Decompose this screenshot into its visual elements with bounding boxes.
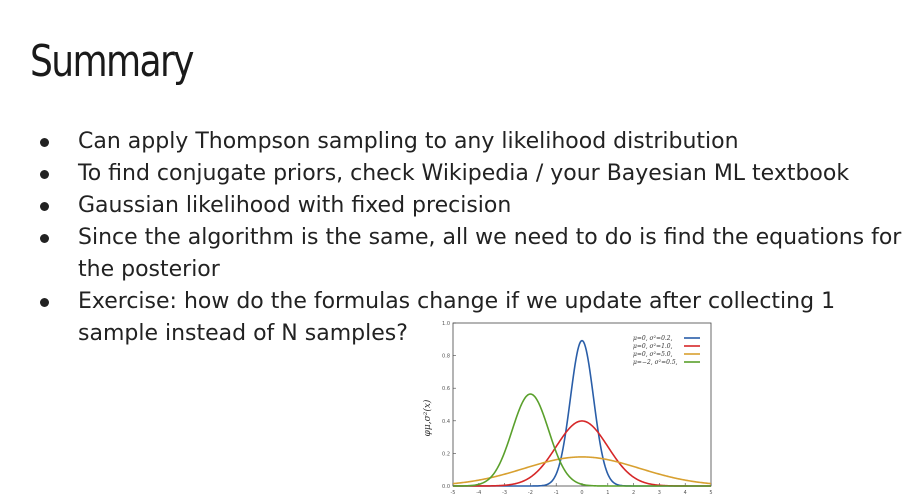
series-line-2 [452,456,712,485]
legend-label: μ=−2, σ²=0.5, [633,359,678,366]
y-axis-label: φμ,σ²(x) [422,399,433,436]
bullet-item: To find conjugate priors, check Wikipedi… [38,158,908,190]
y-tick-label: 0.2 [442,451,450,457]
x-tick-label: -5 [451,490,456,496]
x-tick-label: 5 [709,490,712,496]
y-tick-label: 0.8 [442,354,450,360]
x-tick-label: -4 [476,490,481,496]
bullet-list: Can apply Thompson sampling to any likel… [38,126,908,350]
x-tick-label: 4 [684,490,687,496]
bullet-item: Since the algorithm is the same, all we … [38,222,908,286]
legend-label: μ=0, σ²=0.2, [633,335,673,342]
bullet-text: Gaussian likelihood with fixed precision [78,193,512,218]
bullet-text: Exercise: how do the formulas change if … [78,289,836,346]
bullet-text: To find conjugate priors, check Wikipedi… [78,161,850,186]
x-tick-label: 1 [606,490,609,496]
slide-title: Summary [30,36,195,87]
normal-distribution-chart: φμ,σ²(x) -5 -4 -3 -2 -1 0 1 2 3 4 5 0.0 0.2 0.4 0.6 0.8… [418,318,718,501]
bullet-item: Can apply Thompson sampling to any likel… [38,126,908,158]
bullet-text: Can apply Thompson sampling to any likel… [78,129,739,154]
y-tick-label: 0.6 [442,386,450,392]
bullet-item: Gaussian likelihood with fixed precision [38,190,908,222]
bullet-dot-icon [40,138,49,147]
bullet-text: Since the algorithm is the same, all we … [78,225,902,282]
bullet-dot-icon [40,234,49,243]
y-tick-label: 0.4 [442,419,450,425]
chart-svg: φμ,σ²(x) -5 -4 -3 -2 -1 0 1 2 3 4 5 0.0 0.2 0.4 0.6 0.8… [422,321,713,496]
x-tick-label: -2 [528,490,533,496]
legend-label: μ=0, σ²=5.0, [633,351,673,358]
legend-label: μ=0, σ²=1.0, [633,343,673,350]
x-tick-label: 3 [658,490,661,496]
x-tick-label: 0 [580,490,583,496]
bullet-dot-icon [40,298,49,307]
x-tick-label: -1 [554,490,559,496]
bullet-dot-icon [40,170,49,179]
bullet-dot-icon [40,202,49,211]
x-tick-label: -3 [502,490,507,496]
y-tick-label: 1.0 [442,321,450,327]
x-tick-label: 2 [632,490,635,496]
series-line-3 [453,393,711,487]
y-tick-label: 0.0 [442,484,450,490]
bullet-item: Exercise: how do the formulas change if … [38,286,908,350]
